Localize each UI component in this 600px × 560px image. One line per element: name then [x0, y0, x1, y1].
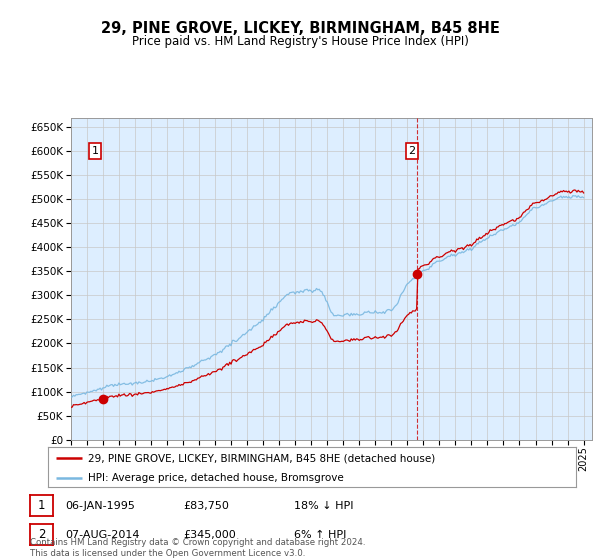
- Text: 1: 1: [91, 146, 98, 156]
- Text: HPI: Average price, detached house, Bromsgrove: HPI: Average price, detached house, Brom…: [88, 473, 343, 483]
- Text: 1: 1: [38, 499, 45, 512]
- Text: 06-JAN-1995: 06-JAN-1995: [65, 501, 134, 511]
- Text: 07-AUG-2014: 07-AUG-2014: [65, 530, 139, 540]
- Text: 2: 2: [409, 146, 416, 156]
- Text: 18% ↓ HPI: 18% ↓ HPI: [294, 501, 353, 511]
- Text: 6% ↑ HPI: 6% ↑ HPI: [294, 530, 346, 540]
- Text: 29, PINE GROVE, LICKEY, BIRMINGHAM, B45 8HE: 29, PINE GROVE, LICKEY, BIRMINGHAM, B45 …: [101, 21, 499, 36]
- Text: Price paid vs. HM Land Registry's House Price Index (HPI): Price paid vs. HM Land Registry's House …: [131, 35, 469, 48]
- Text: 2: 2: [38, 528, 45, 542]
- Text: 29, PINE GROVE, LICKEY, BIRMINGHAM, B45 8HE (detached house): 29, PINE GROVE, LICKEY, BIRMINGHAM, B45 …: [88, 453, 435, 463]
- Text: Contains HM Land Registry data © Crown copyright and database right 2024.
This d: Contains HM Land Registry data © Crown c…: [30, 538, 365, 558]
- Text: £83,750: £83,750: [183, 501, 229, 511]
- Text: £345,000: £345,000: [183, 530, 236, 540]
